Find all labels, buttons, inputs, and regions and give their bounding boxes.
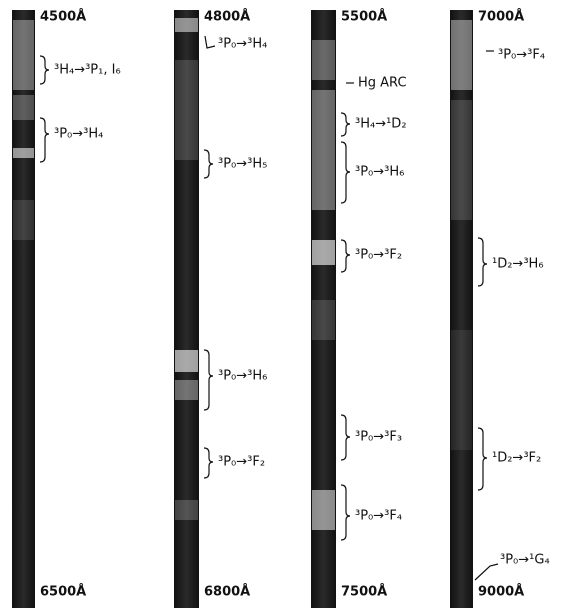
emission-band bbox=[312, 90, 335, 210]
transition-label: ³P₀→³F₂ bbox=[218, 455, 265, 470]
brace bbox=[478, 238, 487, 286]
brace bbox=[341, 485, 350, 540]
emission-band bbox=[312, 490, 335, 530]
transition-label: ³P₀→³H₆ bbox=[355, 165, 404, 180]
transition-label: ³P₀→³H₅ bbox=[218, 157, 267, 172]
emission-band bbox=[451, 20, 472, 90]
range-end: 9000Å bbox=[478, 584, 524, 600]
range-start: 5500Å bbox=[341, 9, 387, 25]
transition-label: ³P₀→³F₄ bbox=[355, 509, 402, 524]
transition-label: ³P₀→³F₃ bbox=[355, 430, 402, 445]
emission-band bbox=[175, 500, 198, 520]
brace bbox=[204, 350, 213, 410]
range-end: 6800Å bbox=[204, 584, 250, 600]
brace bbox=[341, 415, 350, 460]
transition-label: ¹D₂→³H₆ bbox=[492, 257, 544, 272]
emission-band bbox=[175, 380, 198, 400]
brace bbox=[40, 56, 49, 84]
leader bbox=[475, 564, 498, 580]
spectrum-strip bbox=[450, 10, 473, 608]
brace bbox=[341, 142, 350, 203]
emission-band bbox=[312, 300, 335, 340]
range-end: 6500Å bbox=[40, 584, 86, 600]
brace bbox=[204, 448, 213, 478]
emission-band bbox=[13, 95, 34, 120]
transition-label: ³H₄→¹D₂ bbox=[355, 117, 407, 132]
transition-label: ³P₀→³F₄ bbox=[498, 48, 545, 63]
reference-label: Hg ARC bbox=[358, 76, 407, 91]
transition-label: ³P₀→³H₄ bbox=[218, 37, 267, 52]
range-end: 7500Å bbox=[341, 584, 387, 600]
emission-band bbox=[175, 18, 198, 32]
emission-band bbox=[312, 240, 335, 265]
range-start: 7000Å bbox=[478, 9, 524, 25]
brace bbox=[204, 150, 213, 178]
brace bbox=[341, 113, 350, 136]
brace bbox=[478, 428, 487, 490]
emission-band bbox=[451, 330, 472, 450]
transition-label: ¹D₂→³F₂ bbox=[492, 451, 541, 466]
transition-label: ³P₀→³H₄ bbox=[54, 127, 103, 142]
emission-band bbox=[13, 148, 34, 158]
emission-band bbox=[13, 20, 34, 90]
emission-band bbox=[175, 350, 198, 372]
transition-label: ³H₄→³P₁, I₆ bbox=[54, 63, 121, 78]
range-start: 4500Å bbox=[40, 9, 86, 25]
emission-band bbox=[451, 100, 472, 220]
range-start: 4800Å bbox=[204, 9, 250, 25]
emission-band bbox=[175, 60, 198, 160]
transition-label: ³P₀→³H₆ bbox=[218, 369, 267, 384]
emission-band bbox=[312, 40, 335, 80]
emission-band bbox=[13, 200, 34, 240]
spectra-figure: 4500Å 6500Å ³H₄→³P₁, I₆ ³P₀→³H₄ 4800Å 6800Å ³P… bbox=[0, 0, 577, 611]
brace bbox=[341, 240, 350, 272]
leader bbox=[205, 36, 215, 48]
transition-label: ³P₀→³F₂ bbox=[355, 248, 402, 263]
transition-label: ³P₀→¹G₄ bbox=[500, 553, 550, 568]
brace bbox=[40, 118, 49, 162]
